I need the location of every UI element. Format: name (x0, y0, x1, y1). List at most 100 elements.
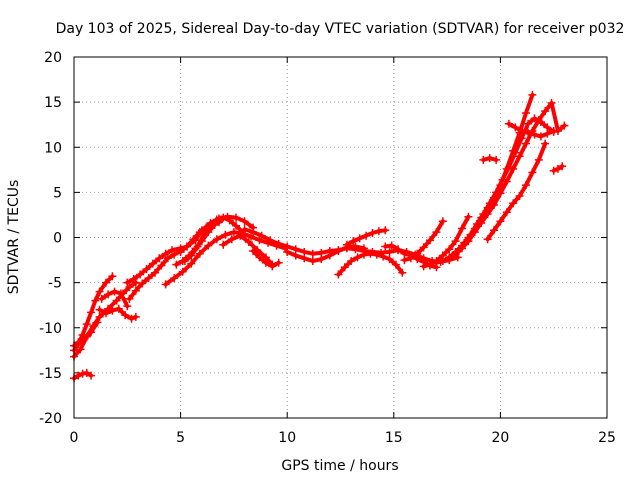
data-point (553, 164, 562, 173)
data-point (95, 312, 104, 321)
data-point (340, 263, 349, 272)
data-point (490, 226, 499, 235)
data-point (406, 254, 415, 263)
data-point (219, 240, 228, 249)
data-point (530, 130, 539, 139)
data-point (170, 250, 179, 259)
data-point (511, 123, 520, 132)
data-point (255, 236, 264, 245)
y-tick-label: -20 (39, 411, 62, 427)
data-point (349, 237, 358, 246)
data-point (391, 260, 400, 269)
x-axis-label: GPS time / hours (281, 458, 398, 474)
series-track-6 (97, 287, 132, 311)
data-point (308, 249, 317, 258)
data-point (372, 250, 381, 259)
data-point (351, 242, 360, 251)
data-point (398, 268, 407, 277)
chart-title: Day 103 of 2025, Sidereal Day-to-day VTE… (56, 21, 625, 37)
data-point (138, 279, 147, 288)
data-point (87, 308, 96, 317)
y-tick-label: -10 (39, 321, 62, 337)
data-point (509, 164, 518, 173)
y-tick-label: 15 (44, 95, 62, 111)
data-point (219, 213, 228, 222)
data-point (342, 240, 351, 249)
data-point (93, 318, 102, 327)
data-point (536, 132, 545, 141)
data-point (101, 309, 110, 318)
x-tick-label: 20 (491, 430, 509, 446)
data-point (202, 223, 211, 232)
data-point (451, 237, 460, 246)
data-point (204, 241, 213, 250)
data-point (178, 267, 187, 276)
data-point (521, 108, 530, 117)
data-point (225, 216, 234, 225)
data-point (123, 302, 132, 311)
data-point (80, 334, 89, 343)
data-point (101, 278, 110, 287)
data-point (528, 90, 537, 99)
y-axis-label: SDTVAR / TECUs (6, 180, 22, 295)
data-point (180, 256, 189, 265)
x-tick-labels: 0 5 10 15 20 25 (70, 430, 616, 446)
data-point (496, 217, 505, 226)
data-point (157, 261, 166, 270)
data-point (432, 258, 441, 267)
data-point (485, 154, 494, 163)
data-point (87, 328, 96, 337)
data-point (381, 226, 390, 235)
data-point (492, 188, 501, 197)
data-point (148, 259, 157, 268)
data-point (445, 255, 454, 264)
data-point (394, 245, 403, 254)
data-point (445, 245, 454, 254)
data-point (125, 283, 134, 292)
series-track-25 (483, 139, 550, 244)
data-point (82, 320, 91, 329)
data-point (521, 139, 530, 148)
series-trace (285, 244, 366, 263)
data-point (112, 296, 121, 305)
data-point (509, 199, 518, 208)
data-point (517, 134, 526, 143)
data-point (419, 243, 428, 252)
data-point (353, 253, 362, 262)
data-point (541, 107, 550, 116)
data-point (490, 201, 499, 210)
series-track-5 (95, 304, 140, 323)
x-tick-label: 0 (70, 430, 79, 446)
data-point (268, 262, 277, 271)
data-point (76, 345, 85, 354)
data-point (155, 254, 164, 263)
data-point (195, 228, 204, 237)
data-point (221, 230, 230, 239)
data-point (517, 127, 526, 136)
y-tick-label: -15 (39, 366, 62, 382)
series-track-18 (342, 226, 390, 249)
data-point (249, 247, 258, 256)
series-track-27 (504, 119, 558, 141)
data-point (528, 168, 537, 177)
data-point (170, 274, 179, 283)
data-point (187, 259, 196, 268)
data-point (261, 258, 270, 267)
data-point (300, 254, 309, 263)
series-track-22 (432, 90, 537, 267)
data-point (560, 121, 569, 130)
data-point (504, 119, 513, 128)
data-point (114, 304, 123, 313)
data-point (78, 369, 87, 378)
data-point (426, 260, 435, 269)
data-point (536, 117, 545, 126)
data-point (283, 247, 292, 256)
data-point (458, 244, 467, 253)
data-point (168, 246, 177, 255)
data-point (291, 251, 300, 260)
data-point (355, 234, 364, 243)
x-tick-label: 15 (385, 430, 403, 446)
data-point (515, 191, 524, 200)
data-point (74, 371, 83, 380)
